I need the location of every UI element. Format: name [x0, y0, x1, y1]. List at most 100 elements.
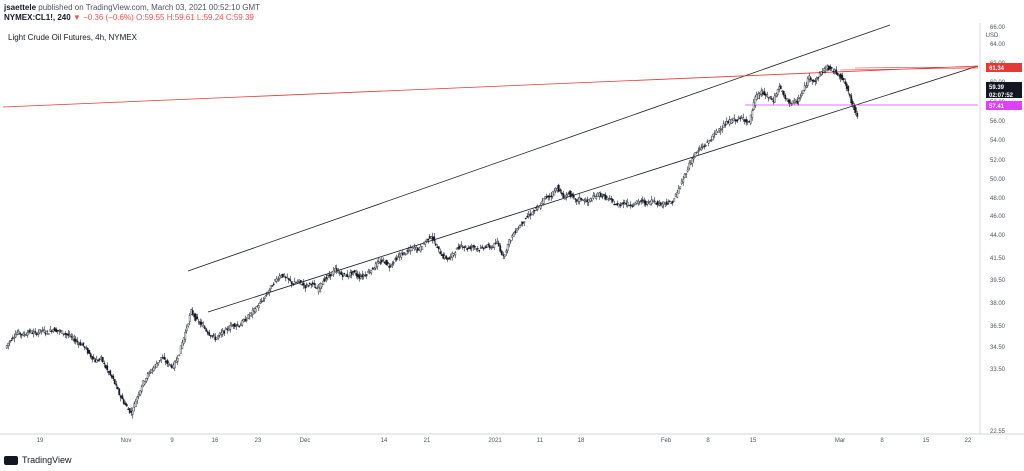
- candle-body: [166, 360, 169, 364]
- candle-body: [301, 284, 304, 286]
- candle-body: [751, 110, 754, 118]
- candle-body: [77, 343, 80, 345]
- candle-body: [182, 337, 185, 344]
- candle-body: [635, 200, 638, 204]
- candle-body: [646, 201, 649, 205]
- candle-body: [58, 330, 61, 332]
- candle-body: [403, 252, 406, 254]
- candle-body: [158, 360, 161, 362]
- candle-body: [653, 200, 656, 203]
- x-tick-label: 16: [212, 438, 219, 444]
- candle-body: [349, 272, 352, 276]
- y-tick-label: 39.50: [990, 278, 1006, 284]
- candle-body: [295, 282, 298, 284]
- candle-body: [797, 98, 800, 102]
- candle-body: [364, 274, 367, 277]
- candle-body: [683, 173, 686, 178]
- author-name[interactable]: jsaettele: [4, 3, 37, 12]
- candle-body: [829, 66, 832, 70]
- candle-body: [584, 201, 587, 203]
- candle-body: [674, 194, 677, 197]
- candle-body: [350, 271, 353, 275]
- candle-body: [634, 202, 637, 205]
- x-tick-label: Nov: [121, 438, 132, 444]
- candle-body: [8, 340, 11, 344]
- candle-body: [43, 329, 46, 333]
- candle-body: [419, 245, 422, 252]
- candle-body: [451, 252, 454, 258]
- candle-body: [851, 101, 854, 105]
- candle-body: [604, 194, 607, 200]
- x-tick-label: 19: [37, 438, 44, 444]
- candle-body: [701, 146, 704, 148]
- candle-body: [173, 361, 176, 369]
- x-tick-label: Mar: [835, 438, 845, 444]
- candle-body: [68, 334, 71, 336]
- candle-body: [223, 330, 226, 334]
- candle-body: [121, 395, 124, 400]
- candle-body: [520, 224, 523, 226]
- candle-body: [608, 198, 611, 200]
- candle-body: [479, 247, 482, 249]
- candle-body: [94, 359, 97, 363]
- last-price-tag: [986, 82, 1022, 98]
- candle-body: [688, 162, 691, 169]
- resistance-trendline: [2, 65, 979, 108]
- candle-body: [338, 272, 341, 274]
- candle-body: [128, 408, 131, 413]
- candle-body: [767, 97, 770, 99]
- tradingview-logo[interactable]: TradingView: [4, 455, 72, 465]
- candle-body: [106, 365, 109, 371]
- candle-body: [14, 334, 17, 338]
- candle-body: [95, 359, 98, 363]
- candle-body: [820, 71, 823, 76]
- candle-body: [100, 356, 103, 358]
- y-tick-label: 52.00: [990, 158, 1006, 164]
- candle-body: [310, 284, 313, 286]
- candle-body: [844, 81, 847, 85]
- candle-body: [614, 203, 617, 206]
- candle-body: [656, 201, 659, 206]
- candle-body: [7, 342, 10, 346]
- candle-body: [742, 117, 745, 120]
- candle-body: [286, 277, 289, 279]
- chart-pane[interactable]: USD66.0064.0062.0060.0058.0056.0054.0052…: [0, 23, 1024, 446]
- candle-body: [139, 390, 142, 396]
- candle-body: [167, 362, 170, 365]
- candle-body: [268, 290, 271, 293]
- candle-body: [170, 365, 173, 368]
- symbol-label: NYMEX:CL1!, 240: [4, 13, 71, 22]
- candle-body: [65, 333, 68, 336]
- candle-body: [239, 324, 242, 327]
- last-price-tag-text: 59.39: [989, 85, 1005, 91]
- candle-body: [265, 294, 268, 297]
- candle-body: [850, 95, 853, 104]
- candle-body: [697, 150, 700, 152]
- candle-body: [83, 346, 86, 348]
- candle-body: [754, 96, 757, 106]
- candle-body: [202, 325, 205, 328]
- candle-body: [488, 245, 491, 248]
- candle-body: [31, 332, 34, 334]
- candle-body: [686, 169, 689, 172]
- candle-body: [211, 335, 214, 337]
- candle-body: [221, 330, 224, 335]
- candle-body: [595, 196, 598, 199]
- price-chart[interactable]: USD66.0064.0062.0060.0058.0056.0054.0052…: [0, 23, 1024, 446]
- candle-body: [710, 139, 713, 141]
- candle-body: [523, 221, 526, 224]
- publish-header: jsaettele published on TradingView.com, …: [4, 3, 260, 13]
- candle-body: [779, 85, 782, 90]
- candle-body: [397, 256, 400, 258]
- candle-body: [421, 246, 424, 250]
- quote-line: NYMEX:CL1!, 240 ▼ −0.36 (−0.6%) O:59.55 …: [4, 13, 254, 23]
- x-tick-label: 23: [255, 438, 262, 444]
- candle-body: [833, 69, 836, 72]
- candle-body: [665, 201, 668, 205]
- candle-body: [679, 186, 682, 189]
- candle-body: [620, 203, 623, 205]
- candle-body: [730, 119, 733, 124]
- candle-body: [19, 332, 22, 335]
- candle-body: [437, 246, 440, 250]
- candle-body: [199, 321, 202, 325]
